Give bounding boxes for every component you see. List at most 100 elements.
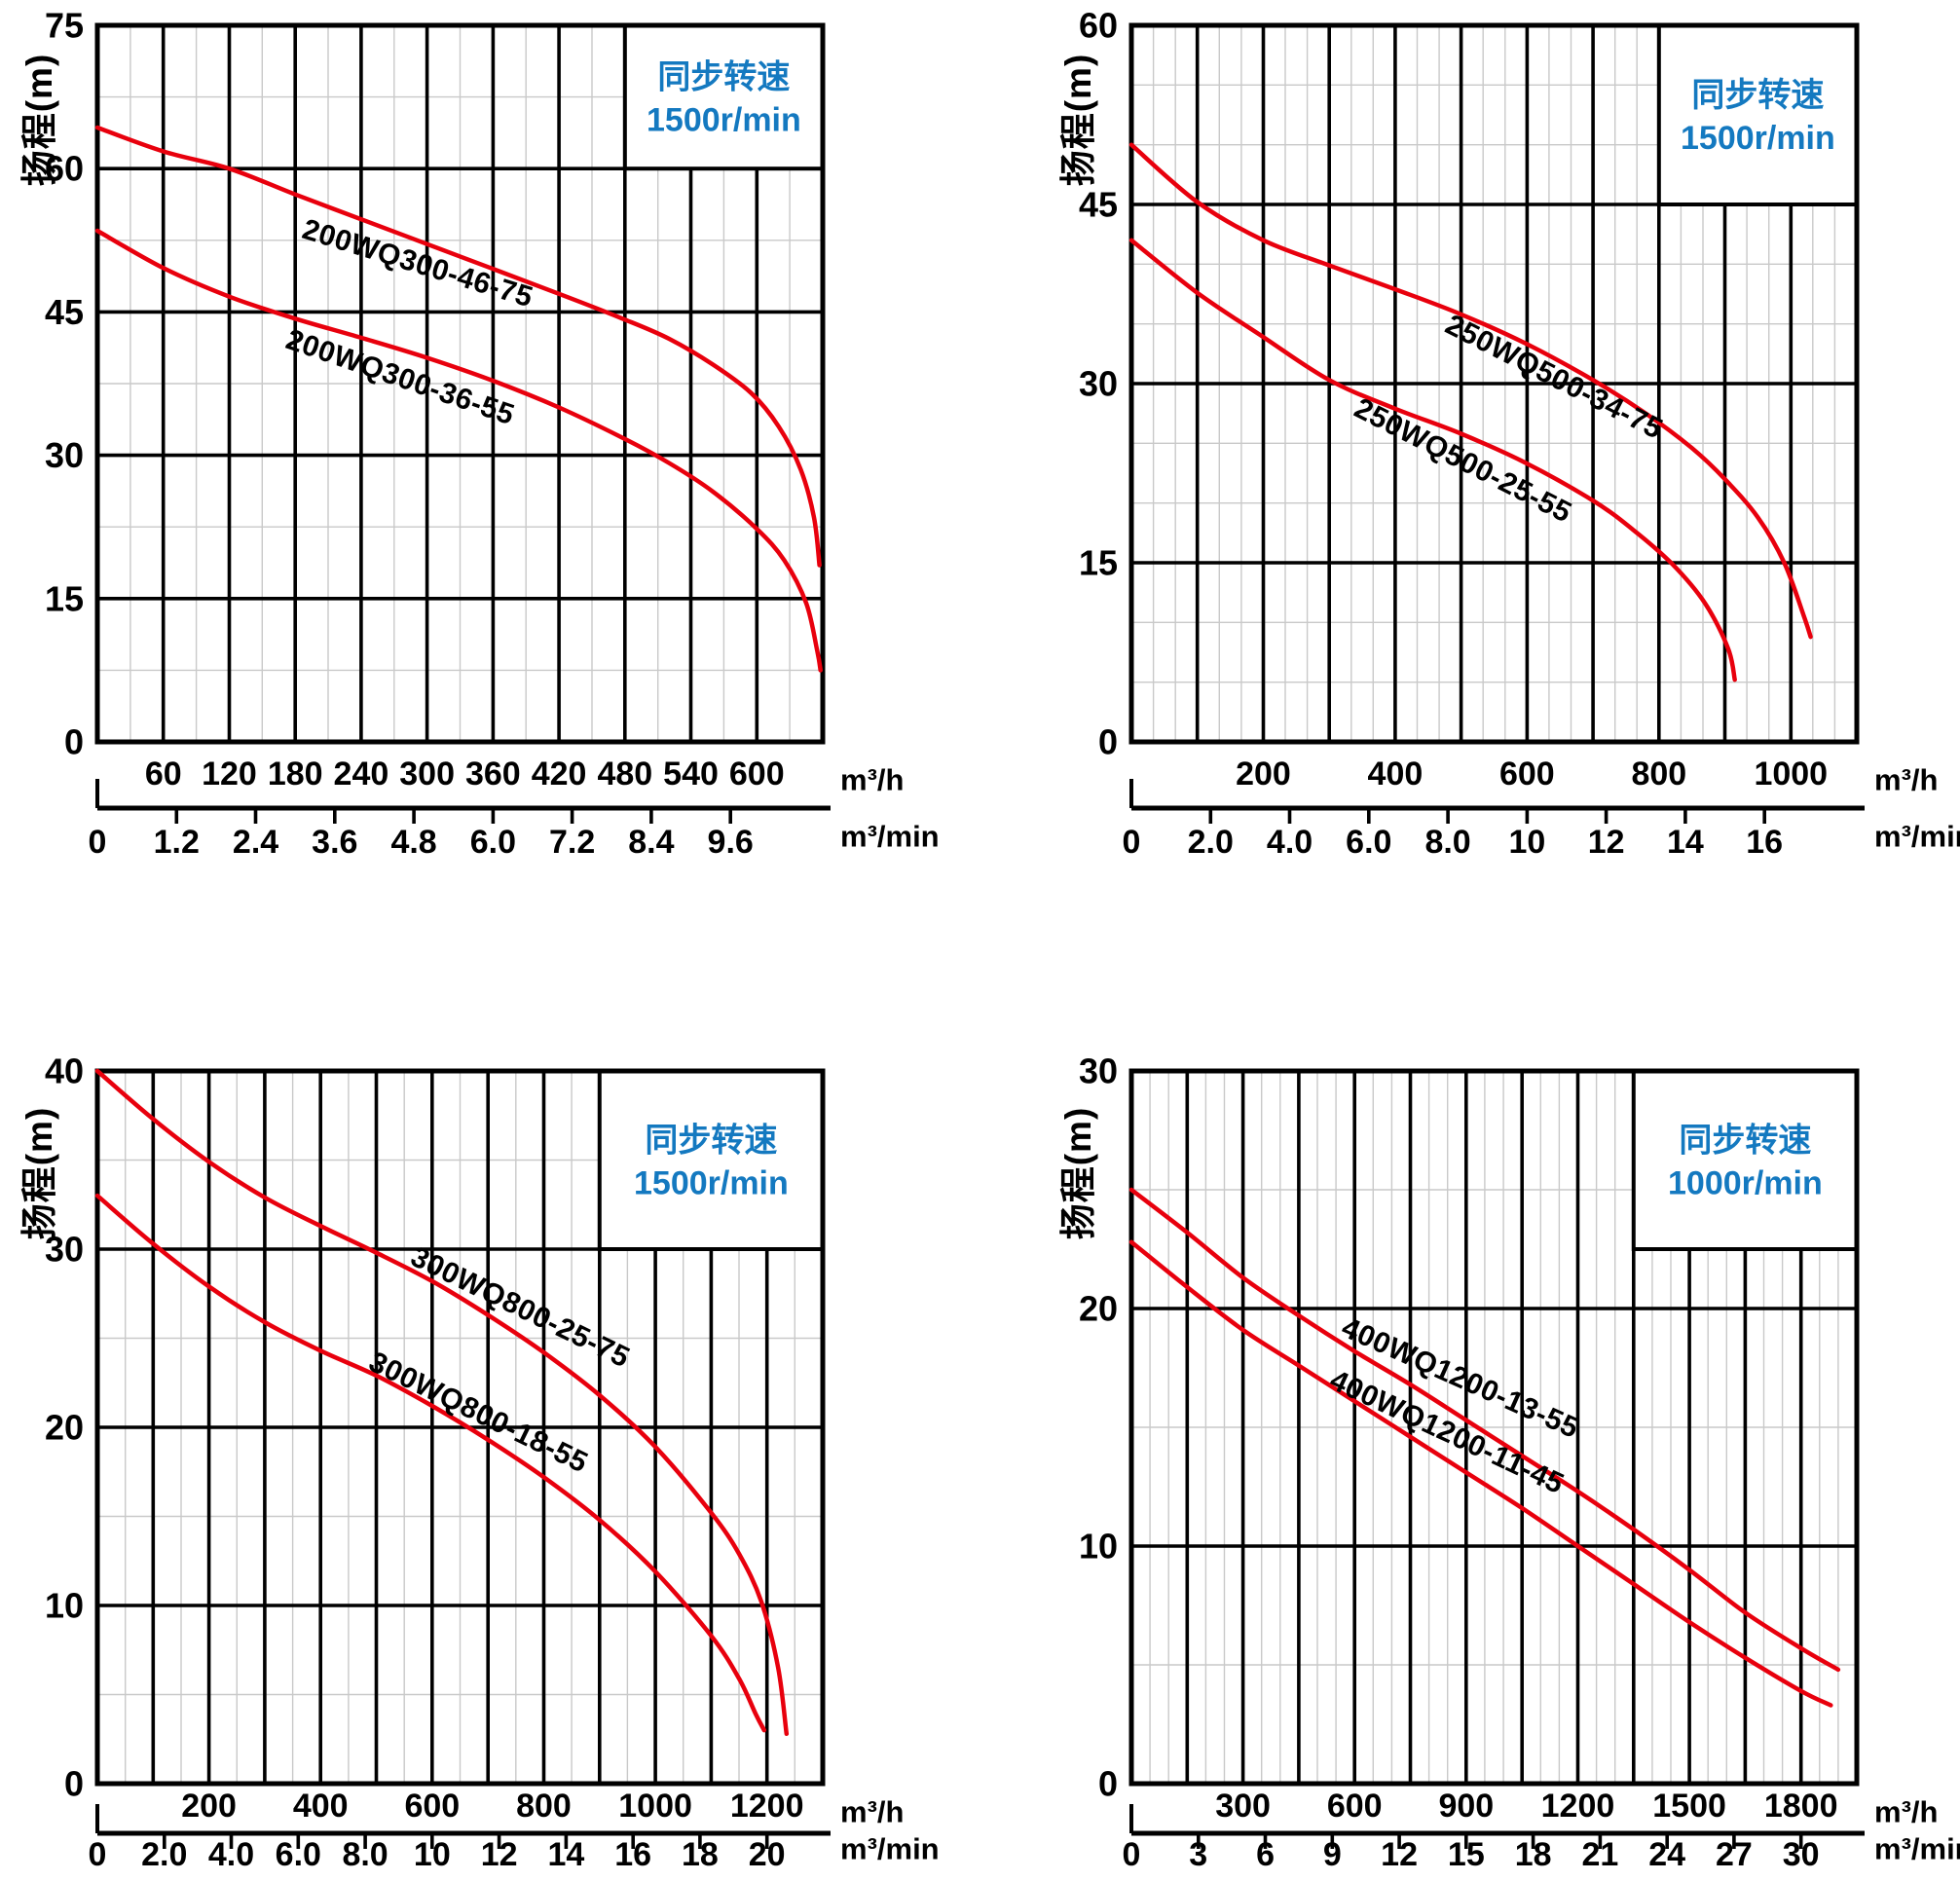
min-tick-label-6.0: 6.0 (276, 1836, 321, 1873)
x-tick-label-400: 400 (1368, 756, 1424, 793)
chart-300wq800: 同步转速 1500r/min 300WQ800-25-75 300WQ800-18-5… (0, 1032, 983, 1881)
y-tick-label-0: 0 (64, 1764, 84, 1804)
y-axis-title: 扬程(m) (1058, 53, 1098, 187)
min-tick-label-7.2: 7.2 (549, 824, 595, 861)
y-tick-label-30: 30 (45, 1230, 84, 1270)
unit-label-m3min: m³/min (1874, 1832, 1960, 1866)
x-tick-label-200: 200 (181, 1788, 237, 1825)
min-tick-label-4.0: 4.0 (1267, 824, 1313, 861)
speed-box-value: 1500r/min (634, 1165, 789, 1202)
min-tick-label-3.6: 3.6 (312, 824, 357, 861)
y-tick-label-30: 30 (45, 435, 84, 475)
x-tick-label-600: 600 (404, 1788, 460, 1825)
speed-box (1631, 1069, 1859, 1251)
speed-box (597, 1069, 825, 1251)
min-tick-label-8.4: 8.4 (628, 824, 674, 861)
x-tick-label-600: 600 (729, 756, 785, 793)
x-tick-label-360: 360 (465, 756, 521, 793)
min-tick-label-12: 12 (1381, 1836, 1418, 1873)
min-tick-label-18: 18 (682, 1836, 719, 1873)
chart-canvas-250wq500: 同步转速 1500r/min 250WQ500-34-75250WQ500-25-5… (1079, 6, 1960, 862)
y-tick-label-0: 0 (64, 722, 84, 762)
min-tick-label-15: 15 (1448, 1836, 1485, 1873)
min-tick-label-14: 14 (547, 1836, 584, 1873)
flow-axis-ticks (174, 808, 732, 824)
x-tick-label-1500: 1500 (1652, 1788, 1726, 1825)
x-tick-label-1200: 1200 (730, 1788, 804, 1825)
pump-curve-250WQ500-25-55 (1128, 238, 1737, 682)
min-tick-label-12: 12 (1588, 824, 1625, 861)
plot-border (1128, 1068, 1860, 1787)
y-tick-label-20: 20 (1079, 1289, 1118, 1329)
plot-border (1128, 22, 1860, 745)
min-tick-label-30: 30 (1783, 1836, 1820, 1873)
y-tick-label-45: 45 (45, 292, 84, 332)
plot-border (94, 1068, 826, 1787)
min-tick-label-2.0: 2.0 (1188, 824, 1234, 861)
y-axis-title: 扬程(m) (19, 53, 59, 187)
x-tick-label-120: 120 (202, 756, 257, 793)
y-tick-label-10: 10 (45, 1586, 84, 1626)
min-tick-label-12: 12 (481, 1836, 518, 1873)
flow-axis-ticks (1208, 808, 1766, 824)
pump-curve-300WQ800-18-55 (94, 1193, 767, 1733)
x-tick-label-1800: 1800 (1764, 1788, 1838, 1825)
speed-box-value: 1000r/min (1668, 1165, 1823, 1202)
y-tick-label-60: 60 (45, 149, 84, 189)
min-tick-label-20: 20 (749, 1836, 786, 1873)
speed-box-title: 同步转速 (1691, 77, 1824, 114)
x-tick-label-900: 900 (1438, 1788, 1494, 1825)
unit-label-m3min: m³/min (840, 1832, 940, 1866)
y-axis-title: 扬程(m) (19, 1106, 59, 1240)
x-tick-label-600: 600 (1499, 756, 1555, 793)
y-tick-label-0: 0 (1098, 722, 1118, 762)
y-tick-label-15: 15 (1079, 543, 1118, 583)
unit-label-m3h: m³/h (840, 1795, 904, 1829)
pump-curve-200WQ300-46-75 (94, 125, 822, 568)
min-tick-label-0: 0 (89, 824, 107, 861)
x-tick-label-480: 480 (597, 756, 652, 793)
x-tick-label-1200: 1200 (1541, 1788, 1615, 1825)
chart-400wq1200: 同步转速 1000r/min 400WQ1200-13-55 400WQ1200-11… (1006, 1032, 1960, 1881)
unit-label-m3h: m³/h (840, 763, 904, 797)
min-tick-label-18: 18 (1515, 1836, 1552, 1873)
chart-canvas-400wq1200: 同步转速1000r/min400WQ1200-13-55400WQ1200-11… (1079, 1051, 1960, 1874)
x-tick-label-420: 420 (532, 756, 587, 793)
unit-label-m3h: m³/h (1874, 763, 1938, 797)
min-tick-label-6.0: 6.0 (470, 824, 516, 861)
min-tick-label-8.0: 8.0 (342, 1836, 388, 1873)
min-tick-label-6.0: 6.0 (1346, 824, 1391, 861)
min-tick-label-9: 9 (1323, 1836, 1342, 1873)
flow-axis-ticks (163, 1833, 769, 1849)
x-tick-label-240: 240 (334, 756, 389, 793)
y-tick-label-75: 75 (45, 6, 84, 46)
curve-label-250WQ500-34-75: 250WQ500-34-75 (1440, 309, 1668, 446)
min-tick-label-3: 3 (1189, 1836, 1207, 1873)
min-tick-label-8.0: 8.0 (1424, 824, 1470, 861)
y-axis-title: 扬程(m) (1058, 1106, 1098, 1240)
grid-major-lines (1131, 1071, 1857, 1784)
min-tick-label-27: 27 (1716, 1836, 1753, 1873)
speed-box-value: 1500r/min (1681, 120, 1835, 157)
min-tick-label-6: 6 (1256, 1836, 1275, 1873)
speed-box (1656, 23, 1859, 206)
chart-250wq500: 同步转速 1500r/min 250WQ500-34-75 250WQ500-25-5… (1006, 0, 1960, 896)
min-tick-label-4.8: 4.8 (390, 824, 436, 861)
x-tick-label-200: 200 (1236, 756, 1291, 793)
pump-curve-400WQ1200-13-55 (1128, 1187, 1841, 1673)
unit-label-m3h: m³/h (1874, 1795, 1938, 1829)
y-tick-label-10: 10 (1079, 1527, 1118, 1567)
min-tick-label-0: 0 (1123, 1836, 1141, 1873)
grid-major-lines (1131, 25, 1857, 742)
pump-curve-400WQ1200-11-45 (1128, 1239, 1833, 1708)
min-tick-label-2.0: 2.0 (141, 1836, 187, 1873)
pump-curve-250WQ500-34-75 (1128, 142, 1813, 640)
min-tick-label-16: 16 (614, 1836, 651, 1873)
plot-border (94, 22, 826, 745)
chart-canvas-300wq800: 同步转速1500r/min300WQ800-25-75300WQ800-18-5… (45, 1051, 940, 1874)
min-tick-label-21: 21 (1581, 1836, 1618, 1873)
flow-axis-ticks (1197, 1833, 1803, 1849)
speed-box-title: 同步转速 (645, 1123, 777, 1160)
min-tick-label-0: 0 (1123, 824, 1141, 861)
